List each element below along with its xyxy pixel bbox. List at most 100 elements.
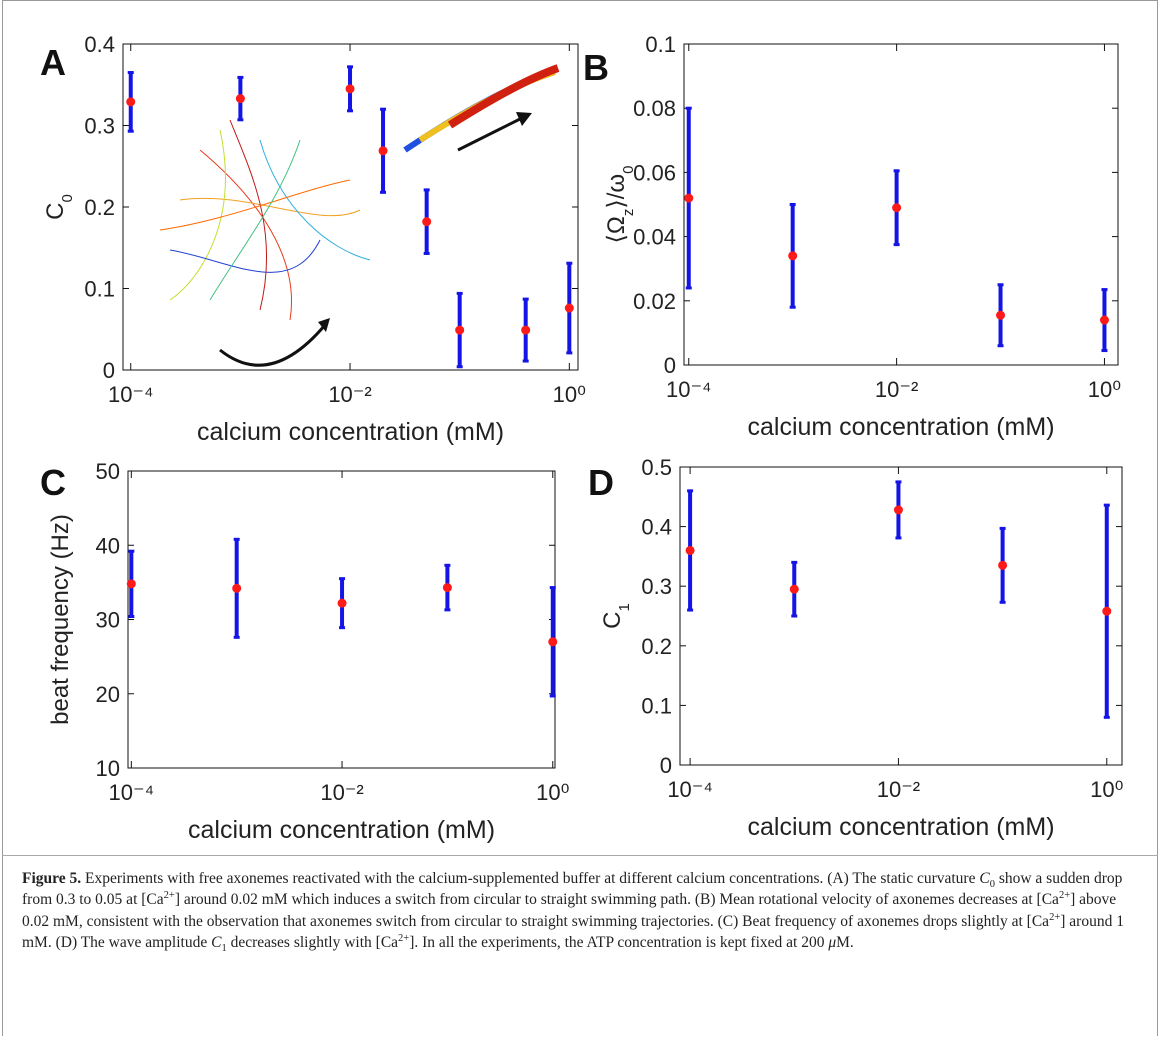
straight-arrow: [457, 116, 523, 152]
data-point: [1102, 606, 1112, 616]
y-tick-label: 0.1: [645, 32, 676, 57]
y-tick-label: 0.3: [84, 114, 115, 139]
y-tick-label: 0.4: [641, 515, 672, 540]
y-axis-label: C0: [42, 194, 76, 220]
data-point: [521, 325, 531, 335]
y-tick-label: 0.08: [633, 96, 676, 121]
label-run: 1: [616, 603, 633, 611]
data-point: [685, 545, 695, 555]
label-run: C: [42, 203, 69, 220]
arrow-head: [318, 318, 330, 332]
label-run: 0: [59, 194, 76, 202]
y-tick-label: 0.06: [633, 160, 676, 185]
data-point: [235, 94, 245, 104]
x-tick-label: 10⁻⁴: [667, 777, 713, 802]
x-tick-label: 10⁻²: [877, 777, 920, 802]
x-axis-label: calcium concentration (mM): [197, 418, 504, 446]
data-point: [378, 146, 388, 156]
caption-run: ] around 0.02 mM which induces a switch …: [174, 891, 1059, 909]
plot-frame: [683, 43, 1119, 366]
data-point: [1099, 315, 1109, 325]
data-point: [893, 505, 903, 515]
x-tick-label: 10⁰: [1090, 777, 1123, 802]
y-axis-label: beat frequency (Hz): [47, 514, 74, 725]
data-point: [996, 310, 1006, 320]
caption-run: 2+: [398, 932, 410, 944]
straight-trajectory: [403, 64, 560, 153]
panel-label: A: [40, 42, 66, 83]
caption-run: μ: [828, 934, 837, 952]
y-tick-label: 0.4: [84, 32, 115, 57]
data-point: [684, 193, 694, 203]
y-tick-label: 0.04: [633, 225, 676, 250]
y-tick-label: 20: [96, 682, 120, 707]
x-tick-label: 10⁰: [553, 382, 586, 407]
flower-trajectory: [159, 119, 371, 321]
data-point: [788, 251, 798, 261]
caption-run: Figure 5.: [22, 870, 82, 887]
y-tick-label: 0: [660, 753, 672, 778]
data-point: [337, 598, 347, 608]
arrow-head: [516, 112, 532, 126]
data-point: [789, 584, 799, 594]
x-tick-label: 10⁻²: [320, 780, 363, 805]
y-tick-label: 40: [96, 533, 120, 558]
x-tick-label: 10⁻²: [328, 382, 371, 407]
caption-run: C: [979, 870, 990, 887]
y-tick-label: 0.3: [641, 574, 672, 599]
y-axis-label: C1: [599, 603, 633, 629]
x-tick-label: 10⁻²: [875, 377, 918, 402]
y-tick-label: 30: [96, 608, 120, 633]
caption-run: 2+: [1058, 890, 1071, 902]
y-tick-label: 0.2: [641, 634, 672, 659]
data-point: [126, 579, 136, 589]
caption-run: ] above 0.02 mM, consistent with the obs…: [22, 891, 1117, 930]
x-tick-label: 10⁻⁴: [109, 780, 155, 805]
x-axis-label: calcium concentration (mM): [188, 816, 495, 844]
caption-run: C: [211, 934, 222, 952]
y-tick-label: 0.1: [641, 693, 672, 718]
caption-run: decreases slightly with [Ca: [226, 934, 399, 952]
y-tick-label: 0.5: [641, 455, 672, 480]
y-tick-label: 10: [96, 756, 120, 781]
data-point: [442, 583, 452, 593]
caption-run: show a sudden drop from 0.3 to 0.05 at […: [22, 870, 1123, 909]
label-run: z: [620, 209, 637, 217]
data-point: [455, 325, 465, 335]
caption-run: 1: [221, 943, 227, 955]
figure-caption: Figure 5. Experiments with free axonemes…: [22, 868, 1137, 954]
x-tick-label: 10⁻⁴: [666, 377, 712, 402]
data-point: [126, 97, 136, 107]
separator: [2, 855, 1158, 856]
data-point: [564, 303, 574, 313]
caption-run: ]. In all the experiments, the ATP conce…: [409, 934, 829, 952]
caption-run: ] around 1 mM. (D) The wave amplitude: [22, 912, 1124, 952]
y-tick-label: 0: [103, 358, 115, 383]
caption-run: M.: [836, 934, 854, 952]
y-tick-label: 0.02: [633, 289, 676, 314]
x-tick-label: 10⁰: [1088, 377, 1121, 402]
curved-arrow: [219, 324, 327, 367]
panel-label: C: [40, 462, 66, 503]
data-point: [232, 583, 242, 593]
plot-frame: [679, 466, 1123, 766]
data-point: [998, 560, 1008, 570]
y-tick-label: 0.2: [84, 195, 115, 220]
data-point: [345, 84, 355, 94]
y-tick-label: 50: [96, 459, 120, 484]
data-point: [422, 217, 432, 227]
panel-label: D: [588, 462, 614, 503]
caption-run: 2+: [163, 890, 175, 902]
caption-run: 0: [989, 879, 995, 891]
x-axis-label: calcium concentration (mM): [747, 813, 1054, 841]
label-run: ⟩/ω: [603, 174, 630, 209]
y-tick-label: 0.1: [84, 277, 115, 302]
label-run: C: [599, 612, 626, 629]
data-point: [548, 637, 558, 647]
y-tick-label: 0: [664, 353, 676, 378]
inset-decoration: [159, 64, 560, 367]
label-run: 0: [620, 166, 637, 174]
y-axis-label: ⟨Ωz⟩/ω0: [603, 166, 637, 244]
label-run: ⟨Ω: [603, 216, 630, 243]
x-tick-label: 10⁰: [536, 780, 569, 805]
